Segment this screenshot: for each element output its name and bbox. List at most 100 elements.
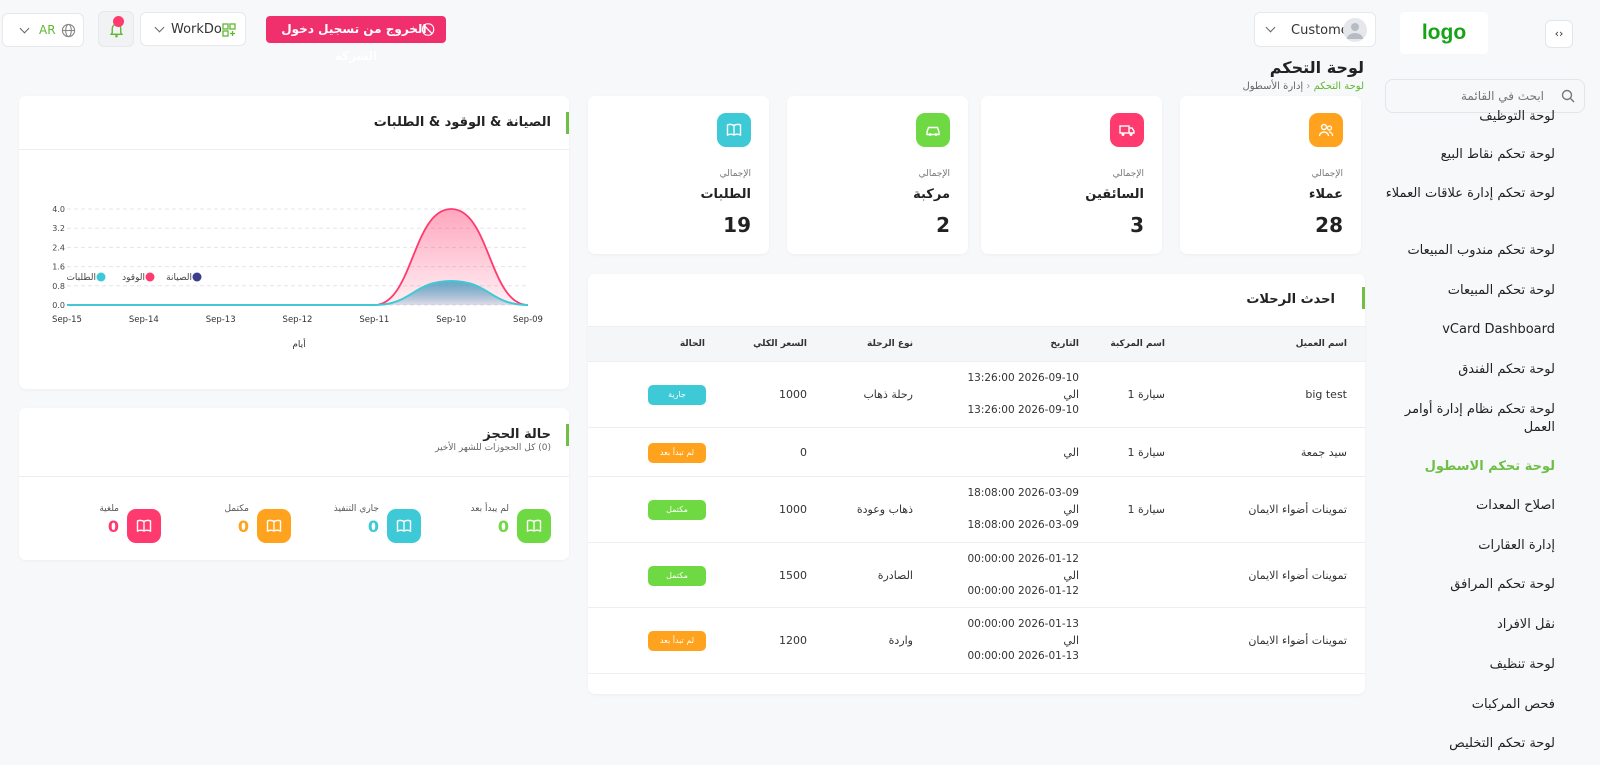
series-area [67, 281, 528, 305]
divider [19, 149, 569, 150]
language-selector[interactable]: AR [2, 13, 84, 47]
book-icon [127, 509, 161, 543]
stat-value: 2 [936, 213, 950, 237]
y-tick-label: 3.2 [52, 224, 65, 233]
sidebar-item[interactable]: لوحة تحكم مندوب المبيعات [1385, 242, 1555, 260]
booking-status-item: مكتمل 0 [171, 503, 291, 553]
user-menu[interactable]: Customer [1254, 12, 1376, 47]
stat-label: الطلبات [700, 187, 751, 202]
sidebar-item[interactable]: فحص المركبات [1385, 696, 1555, 714]
legend-label: الطلبات [66, 273, 96, 283]
trip-date-to-label: الي [1063, 445, 1079, 459]
trip-date-to: 18:08:00 2026-03-09 [967, 519, 1079, 531]
customer-name: تموينات أضواء الايمان [1248, 634, 1347, 647]
chevron-down-icon [19, 23, 30, 34]
sidebar-item[interactable]: اصلاح المعدات [1385, 497, 1555, 515]
sidebar-item[interactable]: لوحة تنظيف [1385, 656, 1555, 674]
table-row[interactable]: big test سيارة 1 13:26:00 2026-09-10 الي 13:… [588, 362, 1365, 428]
menu-search-input[interactable] [1394, 80, 1544, 112]
trip-type: واردة [888, 634, 913, 647]
latest-trips-title: احدث الرحلات [1246, 292, 1335, 307]
breadcrumb-current: إدارة الأسطول [1242, 81, 1304, 92]
legend-label: الصيانة [166, 273, 192, 283]
column-header: السعر الكلي [753, 339, 807, 349]
table-row[interactable]: سيد جمعة سيارة 1 الي 0 لم تبدأ بعد [588, 428, 1365, 477]
sidebar-item[interactable]: لوحة تحكم التخليص [1385, 735, 1555, 753]
y-tick-label: 0.8 [52, 282, 65, 291]
sidebar-item-label: vCard Dashboard [1442, 322, 1555, 337]
sidebar-item[interactable]: لوحة تحكم نظام إدارة أوامر العمل [1385, 401, 1555, 437]
car-icon [916, 113, 950, 147]
x-tick-label: Sep-13 [206, 315, 236, 325]
ban-icon: ⃠ [426, 22, 432, 36]
booking-status-item: لم يبدأ بعد 0 [431, 503, 551, 553]
trip-date-from: 13:26:00 2026-09-10 [967, 372, 1079, 384]
trip-date-to-label: الي [1063, 634, 1079, 647]
avatar [1343, 18, 1367, 42]
truck-icon [1110, 113, 1144, 147]
sidebar-item[interactable]: vCard Dashboard [1385, 321, 1555, 339]
trip-date-to: 00:00:00 2026-01-13 [967, 650, 1079, 662]
column-header: اسم المركبة [1110, 339, 1165, 349]
customer-name: تموينات أضواء الايمان [1248, 503, 1347, 516]
column-header: التاريخ [1050, 339, 1079, 349]
stat-label: مركبة [913, 187, 950, 202]
table-header: اسم العميل اسم المركبة التاريخ نوع الرحلة ال… [588, 326, 1365, 362]
sidebar-item[interactable]: نقل الافراد [1385, 616, 1555, 634]
sidebar-item-label: لوحة تحكم نقاط البيع [1440, 147, 1555, 162]
customer-name: سيد جمعة [1300, 445, 1347, 459]
total-price: 1200 [779, 634, 807, 647]
user-icon [1347, 23, 1363, 39]
x-tick-label: Sep-14 [129, 315, 159, 325]
sidebar-item[interactable]: لوحة تحكم المرافق [1385, 576, 1555, 594]
leave-company-login-button[interactable]: ⃠ الخروج من تسجيل دخول الشركة [266, 16, 446, 63]
booking-status-card: حالة الحجز (0) كل الحجوزات للشهر الأخير … [19, 408, 569, 560]
logo: logo [1400, 12, 1488, 54]
chevron-down-icon [1265, 22, 1276, 33]
total-price: 1500 [779, 568, 807, 582]
table-row[interactable]: تموينات أضواء الايمان 00:00:00 2026-01-12… [588, 543, 1365, 608]
sidebar-item[interactable]: لوحة تحكم نقاط البيع [1385, 146, 1555, 164]
legend-marker [192, 272, 202, 282]
customers-stat-card: الإجمالي عملاء 28 [1180, 96, 1361, 254]
sidebar-collapse-button[interactable]: ‹› [1545, 20, 1573, 48]
notifications-button[interactable] [98, 11, 134, 47]
trip-type: رحلة ذهاب [863, 388, 913, 401]
sidebar-item[interactable]: إدارة العقارات [1385, 537, 1555, 555]
table-row[interactable]: تموينات أضواء الايمان 00:00:00 2026-01-13… [588, 608, 1365, 674]
divider [19, 476, 569, 477]
x-tick-label: Sep-15 [52, 315, 82, 325]
vehicle-name: سيارة 1 [1127, 445, 1165, 459]
vehicle-name: سيارة 1 [1127, 388, 1165, 401]
sidebar-item[interactable]: لوحة تحكم المبيعات [1385, 282, 1555, 300]
breadcrumb-home[interactable]: لوحة التحكم [1313, 81, 1364, 92]
sidebar-item[interactable]: لوحة التوظيف [1385, 110, 1555, 126]
globe-icon [61, 23, 76, 38]
x-axis-title: أيام [292, 338, 305, 350]
x-tick-label: Sep-10 [436, 315, 466, 325]
stat-value: 3 [1130, 213, 1144, 237]
y-tick-label: 0.0 [52, 301, 65, 310]
y-tick-label: 1.6 [52, 263, 65, 272]
x-tick-label: Sep-09 [513, 315, 543, 325]
sidebar-item-label: لوحة تحكم الاسطول [1424, 459, 1555, 474]
sidebar-item[interactable]: لوحة تحكم الاسطول [1385, 458, 1555, 476]
sidebar-item-label: لوحة تحكم مندوب المبيعات [1407, 243, 1555, 258]
trip-date-to: 13:26:00 2026-09-10 [967, 404, 1079, 416]
trip-date-to: 00:00:00 2026-01-12 [967, 584, 1079, 597]
table-row[interactable]: تموينات أضواء الايمان سيارة 1 18:08:00 202… [588, 477, 1365, 543]
page-title: لوحة التحكم [1269, 58, 1364, 77]
sidebar-item-label: لوحة تحكم الفندق [1458, 362, 1555, 377]
sidebar-item[interactable]: لوحة تحكم إدارة علاقات العملاء [1385, 185, 1555, 203]
stat-label: السائقين [1085, 187, 1144, 202]
stat-caption: الإجمالي [719, 169, 751, 179]
status-badge: لم تبدأ بعد [648, 631, 706, 651]
sidebar-item-label: اصلاح المعدات [1476, 498, 1555, 513]
booking-status-label: جاري التنفيذ [333, 504, 379, 514]
apps-icon [222, 23, 236, 37]
sidebar-item[interactable]: لوحة تحكم الفندق [1385, 361, 1555, 379]
workspace-selector[interactable]: WorkDo [140, 12, 246, 46]
booking-status-title: حالة الحجز [483, 427, 551, 442]
latest-trips-card: احدث الرحلات اسم العميل اسم المركبة التاري… [588, 274, 1365, 694]
column-header: الحالة [679, 339, 705, 349]
